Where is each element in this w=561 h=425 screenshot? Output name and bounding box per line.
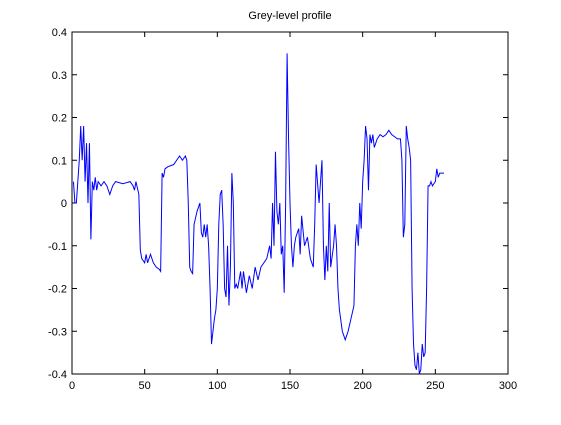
y-tick-label: 0.3 [52, 70, 67, 82]
data-line [72, 53, 445, 375]
y-tick-label: -0.3 [48, 326, 67, 338]
y-tick-label: 0.2 [52, 113, 67, 125]
x-tick-label: 0 [69, 380, 75, 392]
y-tick-label: 0 [61, 198, 67, 210]
x-tick-label: 150 [281, 380, 299, 392]
chart-title: Grey-level profile [248, 10, 331, 22]
x-tick-label: 200 [353, 380, 371, 392]
y-tick-label: 0.1 [52, 155, 67, 167]
x-tick-label: 50 [139, 380, 151, 392]
y-tick-label: 0.4 [52, 27, 67, 39]
y-tick-label: -0.4 [48, 369, 67, 381]
y-tick-label: -0.2 [48, 284, 67, 296]
x-tick-label: 250 [426, 380, 444, 392]
axes-box [71, 31, 509, 375]
y-tick-label: -0.1 [48, 241, 67, 253]
x-tick-label: 300 [499, 380, 517, 392]
x-tick-label: 100 [208, 380, 226, 392]
